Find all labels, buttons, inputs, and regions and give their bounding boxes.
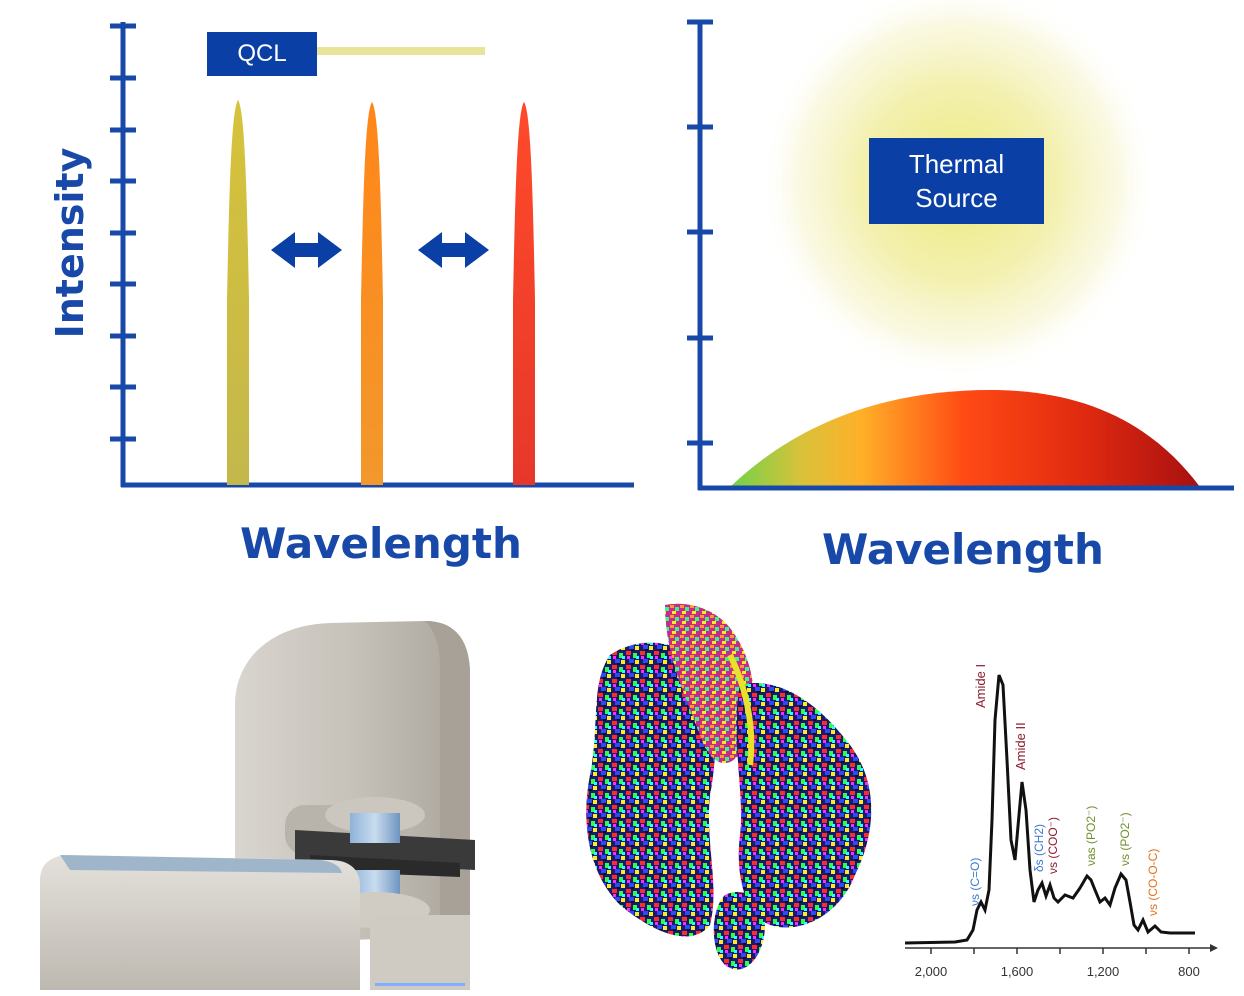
thermal-panel — [687, 0, 1234, 491]
spectrum-tick-1600: 1,600 — [1001, 964, 1034, 979]
spectrum-tick-800: 800 — [1178, 964, 1200, 979]
spectrum-curve — [904, 674, 1195, 945]
qcl-y-axis-label: Intensity — [48, 147, 92, 339]
annotation-ch2: δs (CH2) — [1032, 824, 1046, 872]
thermal-source-label-line1: Thermal — [908, 149, 1005, 179]
qcl-label: QCL — [207, 32, 317, 76]
qcl-tuning-bar — [312, 47, 485, 55]
annotation-co-o-c: νs (CO-O-C) — [1146, 849, 1160, 916]
qcl-peak-2 — [361, 102, 383, 485]
microscope-instrument-icon — [40, 621, 475, 990]
annotation-amide-i: Amide I — [973, 664, 988, 708]
double-arrow-icon — [418, 232, 489, 268]
annotation-coo: νs (COO⁻) — [1046, 817, 1060, 874]
annotation-c-o: νs (C=O) — [968, 858, 982, 906]
annotation-pas-po2: νas (PO2⁻) — [1084, 806, 1098, 866]
qcl-y-axis — [110, 22, 136, 487]
spectrum-tick-2000: 2,000 — [915, 964, 948, 979]
thermal-source-label-line2: Source — [915, 183, 998, 213]
ir-spectrum-chart: 2,000 1,600 1,200 800 Amide I Amide II ν… — [904, 664, 1218, 979]
qcl-x-axis-label: Wavelength — [240, 519, 522, 568]
thermal-source-label: Thermal Source — [869, 138, 1044, 224]
thermal-x-axis-label: Wavelength — [822, 525, 1104, 574]
qcl-peak-1 — [227, 100, 249, 485]
qcl-label-text: QCL — [237, 40, 287, 67]
annotation-ps-po2: νs (PO2⁻) — [1118, 812, 1132, 866]
double-arrow-icon — [271, 232, 342, 268]
thermal-emission-curve — [730, 390, 1200, 487]
annotation-amide-ii: Amide II — [1013, 722, 1028, 770]
arrow-right-icon — [1210, 944, 1218, 952]
spectrum-tick-1200: 1,200 — [1087, 964, 1120, 979]
tissue-chemical-image-icon — [586, 603, 872, 970]
thermal-y-axis — [687, 19, 713, 490]
qcl-panel — [110, 22, 634, 488]
qcl-peak-3 — [513, 102, 535, 485]
